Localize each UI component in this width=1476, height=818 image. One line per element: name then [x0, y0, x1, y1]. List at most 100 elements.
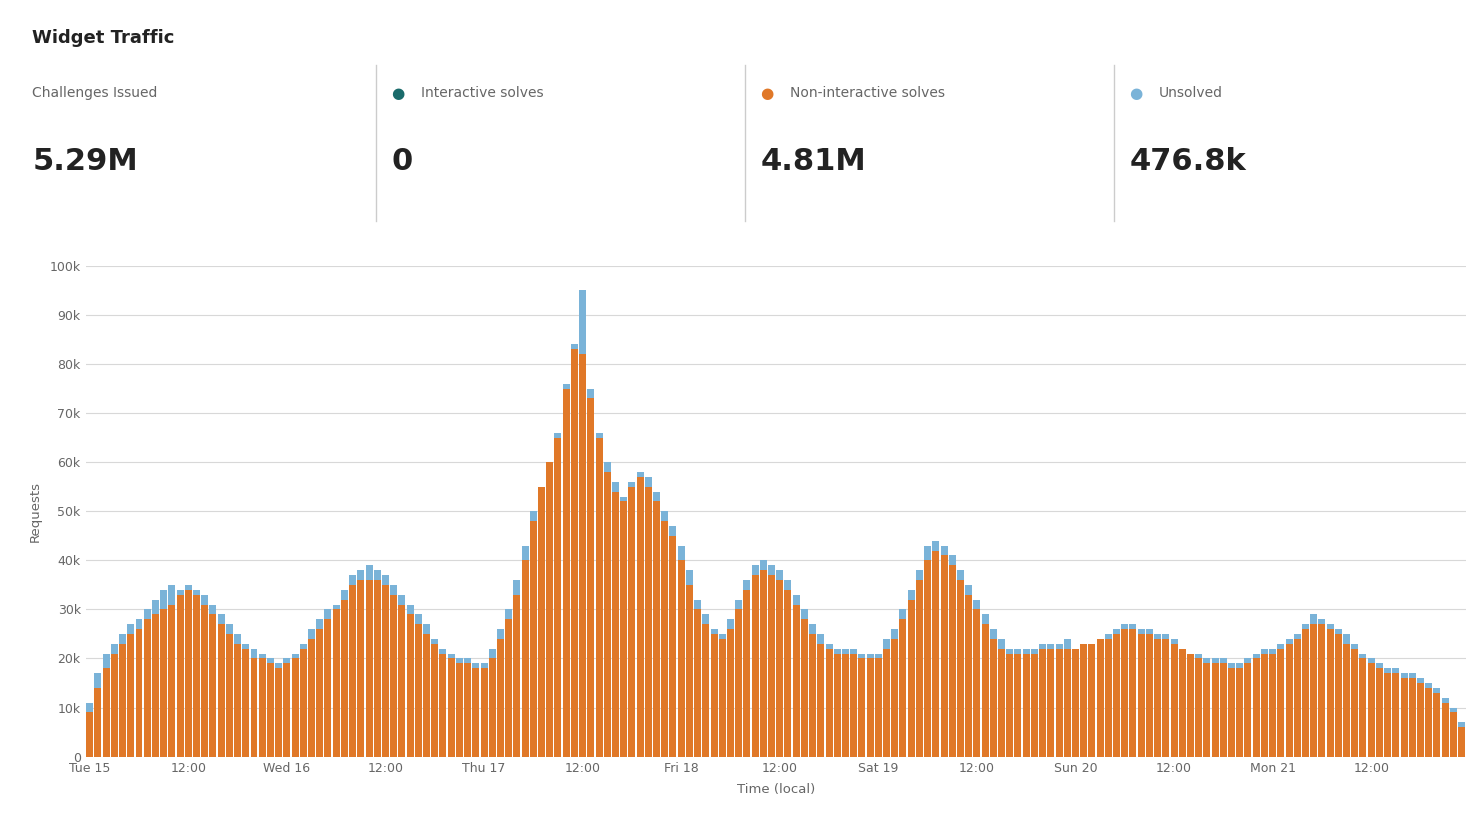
- Bar: [587, 398, 595, 757]
- Bar: [275, 668, 282, 757]
- Bar: [1449, 708, 1457, 757]
- Bar: [1039, 649, 1046, 757]
- Bar: [1294, 639, 1300, 757]
- Bar: [1244, 663, 1252, 757]
- Bar: [217, 624, 224, 757]
- Bar: [267, 663, 275, 757]
- Bar: [514, 595, 521, 757]
- Bar: [686, 585, 692, 757]
- Bar: [242, 649, 249, 757]
- Bar: [629, 487, 635, 757]
- Bar: [111, 654, 118, 757]
- Bar: [1023, 654, 1030, 757]
- Bar: [1170, 639, 1178, 757]
- Bar: [103, 654, 109, 757]
- Bar: [86, 712, 93, 757]
- Bar: [694, 600, 701, 757]
- Bar: [136, 629, 143, 757]
- Bar: [390, 585, 397, 757]
- Bar: [1294, 634, 1300, 757]
- Bar: [940, 555, 948, 757]
- Bar: [571, 344, 579, 757]
- Bar: [933, 541, 939, 757]
- Bar: [456, 663, 463, 757]
- Bar: [1352, 649, 1358, 757]
- Bar: [579, 290, 586, 757]
- Bar: [587, 389, 595, 757]
- Bar: [1106, 634, 1111, 757]
- Bar: [1277, 644, 1284, 757]
- Bar: [210, 614, 217, 757]
- Bar: [1113, 629, 1120, 757]
- Bar: [670, 536, 676, 757]
- Bar: [1261, 649, 1268, 757]
- Text: ●: ●: [760, 86, 773, 101]
- Bar: [406, 614, 413, 757]
- Bar: [103, 668, 109, 757]
- Bar: [300, 649, 307, 757]
- Bar: [1442, 703, 1448, 757]
- Bar: [859, 654, 865, 757]
- Bar: [251, 649, 257, 757]
- Bar: [94, 688, 102, 757]
- Bar: [1343, 634, 1351, 757]
- Bar: [1007, 649, 1013, 757]
- Bar: [751, 575, 759, 757]
- Bar: [546, 462, 554, 757]
- Bar: [1442, 698, 1448, 757]
- Bar: [177, 590, 183, 757]
- Bar: [539, 487, 545, 757]
- Bar: [332, 609, 339, 757]
- Bar: [1408, 678, 1415, 757]
- Bar: [447, 658, 455, 757]
- Bar: [463, 658, 471, 757]
- Bar: [184, 590, 192, 757]
- Bar: [1433, 693, 1441, 757]
- Bar: [152, 600, 159, 757]
- Bar: [1212, 663, 1219, 757]
- Bar: [751, 565, 759, 757]
- Bar: [1219, 663, 1227, 757]
- Bar: [350, 575, 356, 757]
- Bar: [463, 663, 471, 757]
- Bar: [1203, 658, 1210, 757]
- Bar: [973, 609, 980, 757]
- Bar: [850, 654, 858, 757]
- Bar: [1179, 649, 1185, 757]
- Bar: [325, 619, 332, 757]
- Bar: [613, 482, 618, 757]
- Bar: [1072, 649, 1079, 757]
- Bar: [694, 609, 701, 757]
- Bar: [1343, 644, 1351, 757]
- Bar: [1179, 649, 1185, 757]
- Bar: [283, 658, 291, 757]
- Bar: [1138, 634, 1145, 757]
- Bar: [636, 472, 644, 757]
- Bar: [1237, 668, 1243, 757]
- Bar: [120, 634, 125, 757]
- Bar: [801, 609, 807, 757]
- Bar: [373, 570, 381, 757]
- Bar: [399, 595, 406, 757]
- Bar: [267, 658, 275, 757]
- Bar: [1286, 639, 1293, 757]
- Bar: [1088, 649, 1095, 757]
- Bar: [776, 570, 784, 757]
- Bar: [636, 477, 644, 757]
- Bar: [892, 629, 899, 757]
- Bar: [883, 649, 890, 757]
- Bar: [366, 580, 372, 757]
- Bar: [990, 629, 996, 757]
- Bar: [1129, 629, 1137, 757]
- Bar: [424, 624, 430, 757]
- Bar: [136, 619, 143, 757]
- Bar: [217, 614, 224, 757]
- Bar: [760, 570, 768, 757]
- Bar: [1376, 668, 1383, 757]
- Bar: [1334, 629, 1342, 757]
- Bar: [505, 619, 512, 757]
- Bar: [341, 590, 348, 757]
- Bar: [161, 590, 167, 757]
- Bar: [719, 639, 726, 757]
- Bar: [472, 668, 480, 757]
